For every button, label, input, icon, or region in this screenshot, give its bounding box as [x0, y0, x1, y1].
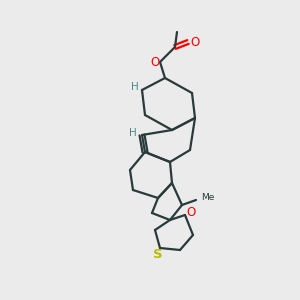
Text: H: H — [131, 82, 139, 92]
Text: O: O — [186, 206, 196, 220]
Text: O: O — [150, 56, 160, 68]
Text: S: S — [153, 248, 163, 260]
Text: O: O — [190, 35, 200, 49]
Text: H: H — [129, 128, 137, 138]
Text: Me: Me — [201, 194, 214, 202]
